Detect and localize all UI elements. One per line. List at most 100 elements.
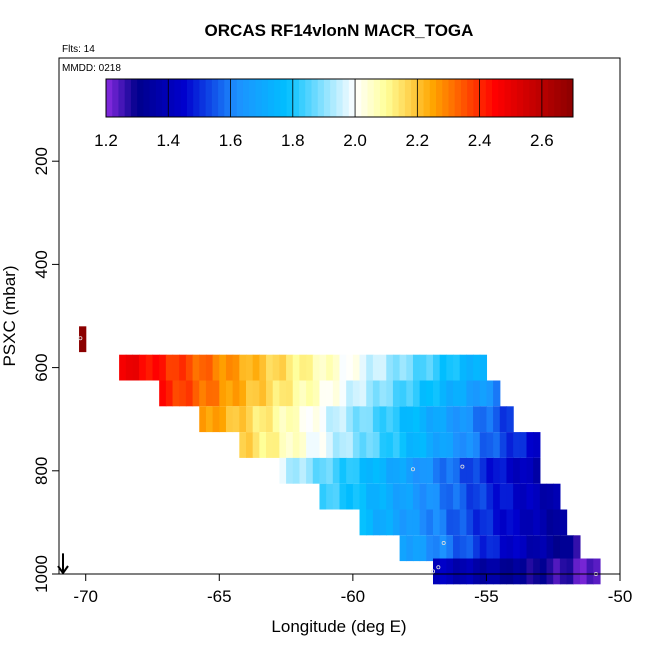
colorbar-swatch bbox=[330, 79, 337, 117]
heatmap-cell bbox=[359, 354, 367, 381]
heatmap-cell bbox=[513, 509, 521, 536]
heatmap-cell bbox=[306, 457, 314, 484]
x-tick-label: -70 bbox=[73, 587, 98, 606]
heatmap-cell bbox=[466, 432, 474, 458]
colorbar-swatch bbox=[323, 79, 331, 117]
heatmap-cell bbox=[513, 558, 521, 585]
colorbar-swatch bbox=[112, 79, 119, 117]
colorbar-swatch bbox=[280, 79, 288, 117]
heatmap-cell bbox=[392, 406, 401, 433]
y-tick-label: 800 bbox=[32, 457, 51, 485]
heatmap-cell bbox=[339, 483, 347, 510]
heatmap-cell bbox=[332, 457, 341, 484]
heatmap-cell bbox=[399, 535, 407, 562]
colorbar-swatch bbox=[504, 79, 512, 117]
colorbar-swatch bbox=[442, 79, 449, 117]
heatmap-cell bbox=[446, 535, 454, 562]
heatmap-cell bbox=[266, 432, 274, 458]
heatmap-cell bbox=[199, 406, 207, 433]
heatmap-cell bbox=[192, 380, 200, 407]
heatmap-cell bbox=[433, 380, 441, 407]
heatmap-cell bbox=[506, 483, 514, 510]
heatmap-cell bbox=[332, 354, 341, 381]
colorbar-swatch bbox=[560, 79, 568, 117]
heatmap-cell bbox=[486, 509, 494, 536]
heatmap-cell bbox=[426, 509, 434, 536]
heatmap-cell bbox=[185, 354, 194, 381]
heatmap-cell bbox=[406, 535, 414, 562]
heatmap-cell bbox=[559, 535, 568, 562]
heatmap-cell bbox=[513, 535, 521, 562]
heatmap-cell bbox=[185, 380, 194, 407]
heatmap-cell bbox=[292, 457, 301, 484]
heatmap-cell bbox=[473, 483, 481, 510]
heatmap-cell bbox=[392, 457, 401, 484]
heatmap-cell bbox=[392, 509, 401, 536]
heatmap-cell bbox=[459, 406, 467, 433]
heatmap-cell bbox=[292, 380, 301, 407]
heatmap-cell bbox=[272, 432, 280, 458]
heatmap-cell bbox=[252, 432, 260, 458]
heatmap-cell bbox=[466, 457, 474, 484]
heatmap-cell bbox=[372, 457, 381, 484]
y-tick-label: 400 bbox=[32, 250, 51, 278]
heatmap-cell bbox=[419, 457, 427, 484]
heatmap-cell bbox=[453, 483, 461, 510]
heatmap-cell bbox=[299, 406, 307, 433]
colorbar-swatch bbox=[124, 79, 132, 117]
heatmap-cell bbox=[486, 483, 494, 510]
heatmap-cell bbox=[179, 354, 187, 381]
heatmap-cell bbox=[433, 535, 441, 562]
colorbar-swatch bbox=[143, 79, 151, 117]
heatmap-cell bbox=[346, 380, 354, 407]
heatmap-cell bbox=[319, 380, 327, 407]
heatmap-cell bbox=[392, 483, 401, 510]
heatmap-cell bbox=[473, 354, 481, 381]
heatmap-cell bbox=[346, 406, 354, 433]
y-axis-label: PSXC (mbar) bbox=[0, 265, 19, 366]
heatmap-cell bbox=[366, 483, 374, 510]
heatmap-cell bbox=[419, 483, 427, 510]
colorbar-tick-label: 2.0 bbox=[343, 131, 367, 150]
heatmap-cell bbox=[312, 406, 321, 433]
heatmap-cell bbox=[79, 326, 87, 353]
colorbar-swatch bbox=[473, 79, 481, 117]
heatmap-cell bbox=[312, 457, 321, 484]
heatmap-cell bbox=[533, 432, 541, 458]
heatmap-cell bbox=[566, 558, 574, 585]
heatmap-cell bbox=[386, 432, 394, 458]
heatmap-cell bbox=[506, 509, 514, 536]
colorbar-swatch bbox=[460, 79, 468, 117]
heatmap-cell bbox=[539, 558, 548, 585]
heatmap-cell bbox=[272, 354, 280, 381]
heatmap-cell bbox=[392, 354, 401, 381]
heatmap-cell bbox=[386, 483, 394, 510]
heatmap-cell bbox=[406, 406, 414, 433]
heatmap-cell bbox=[292, 406, 301, 433]
heatmap-cell bbox=[546, 483, 554, 510]
colorbar-swatch bbox=[355, 79, 362, 117]
heatmap-cell bbox=[419, 509, 427, 536]
heatmap-cell bbox=[459, 457, 467, 484]
heatmap-cell bbox=[526, 535, 534, 562]
heatmap-cell bbox=[513, 483, 521, 510]
heatmap-cell bbox=[319, 483, 327, 510]
heatmap-cell bbox=[359, 509, 367, 536]
colorbar-swatch bbox=[485, 79, 493, 117]
heatmap-cell bbox=[439, 432, 447, 458]
heatmap-cell bbox=[506, 457, 514, 484]
heatmap-cell bbox=[379, 380, 387, 407]
heatmap-cell bbox=[439, 483, 447, 510]
heatmap-cell bbox=[486, 558, 494, 585]
sample-marker bbox=[78, 336, 83, 341]
heatmap-cell bbox=[326, 354, 334, 381]
heatmap-cell bbox=[346, 457, 354, 484]
heatmap-cell bbox=[459, 535, 467, 562]
heatmap-cell bbox=[553, 535, 561, 562]
heatmap-cell bbox=[439, 457, 447, 484]
heatmap-cell bbox=[399, 457, 407, 484]
heatmap-cell bbox=[493, 558, 501, 585]
heatmap-cell bbox=[526, 432, 534, 458]
heatmap-cell bbox=[372, 509, 381, 536]
colorbar-swatch bbox=[516, 79, 524, 117]
